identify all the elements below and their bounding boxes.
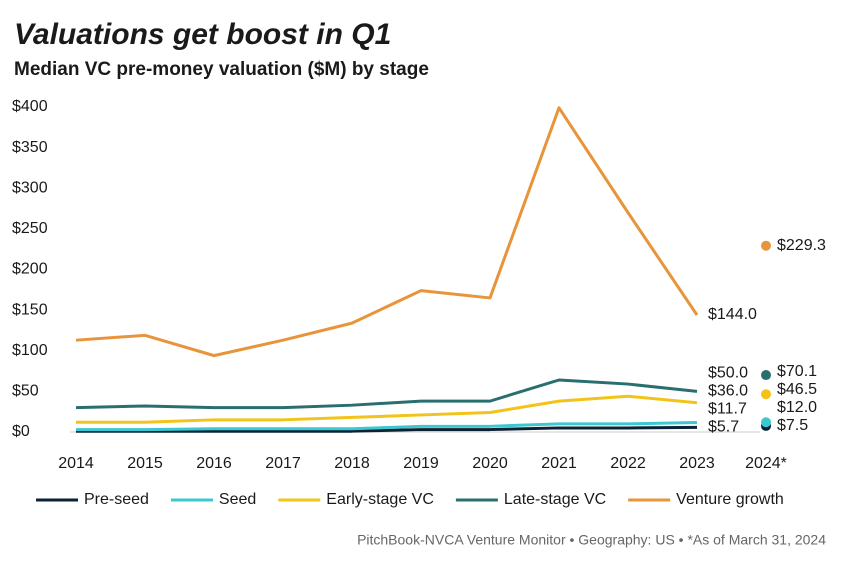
- latest-point: [761, 389, 771, 400]
- source-note: PitchBook-NVCA Venture Monitor • Geograp…: [357, 532, 826, 548]
- legend-label: Late-stage VC: [504, 491, 606, 508]
- data-label: $7.5: [777, 417, 808, 434]
- y-tick-label: $0: [12, 423, 30, 440]
- data-label: $46.5: [777, 381, 817, 398]
- legend-label: Venture growth: [676, 491, 784, 508]
- data-label: $50.0: [708, 365, 748, 382]
- data-label: $5.7: [708, 419, 739, 436]
- legend-label: Pre-seed: [84, 491, 149, 508]
- data-label: $36.0: [708, 383, 748, 400]
- series-line: [75, 378, 698, 410]
- x-tick-label: 2024*: [745, 455, 787, 472]
- data-label: $229.3: [777, 237, 826, 254]
- series-line: [76, 420, 698, 432]
- x-tick-label: 2017: [265, 455, 301, 472]
- chart-title: Valuations get boost in Q1: [14, 18, 391, 51]
- y-tick-label: $300: [12, 179, 48, 196]
- y-tick-label: $350: [12, 139, 48, 156]
- y-tick-label: $400: [12, 98, 48, 115]
- x-tick-label: 2022: [610, 455, 646, 472]
- legend-label: Early-stage VC: [326, 491, 434, 508]
- x-tick-label: 2019: [403, 455, 439, 472]
- y-tick-label: $250: [12, 220, 48, 237]
- chart-subtitle: Median VC pre-money valuation ($M) by st…: [14, 59, 429, 80]
- x-tick-label: 2020: [472, 455, 508, 472]
- x-tick-label: 2023: [679, 455, 715, 472]
- x-tick-label: 2016: [196, 455, 232, 472]
- series-line: [76, 394, 698, 424]
- data-label: $70.1: [777, 363, 817, 380]
- y-tick-label: $50: [12, 383, 39, 400]
- x-tick-label: 2015: [127, 455, 163, 472]
- series-line: [76, 425, 698, 433]
- legend-label: Seed: [219, 491, 256, 508]
- y-tick-label: $200: [12, 261, 48, 278]
- y-tick-label: $100: [12, 342, 48, 359]
- y-tick-label: $150: [12, 301, 48, 318]
- x-tick-label: 2021: [541, 455, 577, 472]
- data-label: $144.0: [708, 306, 757, 323]
- latest-point: [761, 370, 771, 381]
- latest-point: [761, 240, 771, 251]
- data-label: $11.7: [708, 401, 747, 418]
- data-label: $12.0: [777, 399, 817, 416]
- series-line: [75, 106, 699, 358]
- x-tick-label: 2018: [334, 455, 370, 472]
- x-tick-label: 2014: [58, 455, 94, 472]
- latest-point: [761, 417, 771, 428]
